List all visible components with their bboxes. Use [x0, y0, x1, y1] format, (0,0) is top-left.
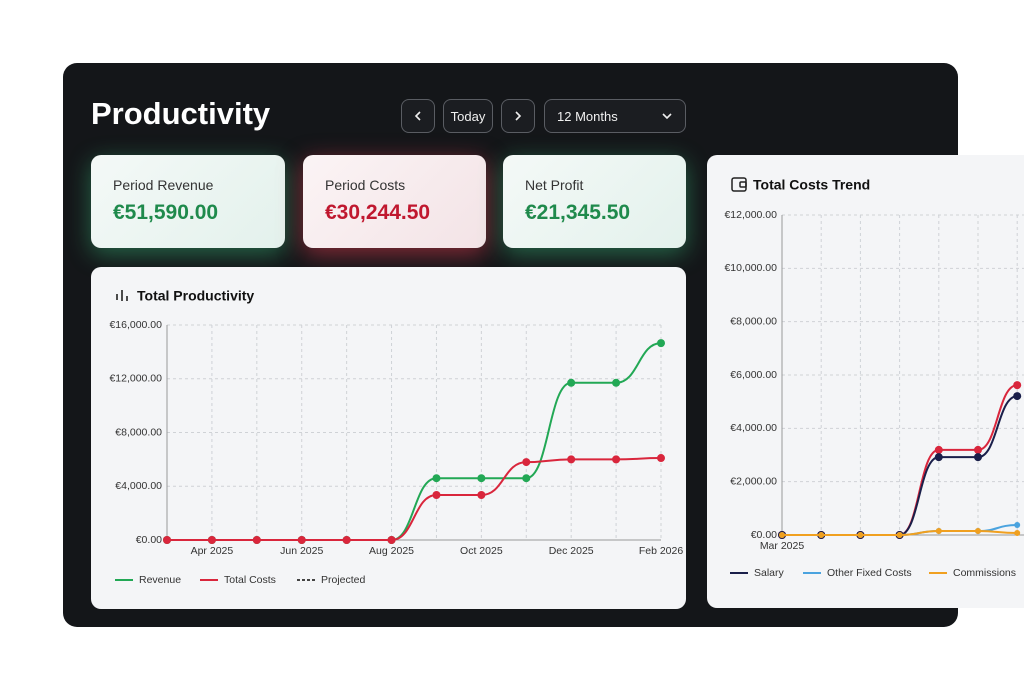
legend-label: Other Fixed Costs: [827, 567, 912, 579]
data-point: [657, 454, 665, 463]
data-point: [432, 474, 441, 483]
chevron-down: [662, 113, 672, 120]
x-tick-label: Aug 2025: [369, 545, 414, 557]
wallet-icon: [731, 177, 747, 192]
x-tick-label: Dec 2025: [549, 545, 594, 557]
legend-label: Total Costs: [224, 574, 276, 586]
data-point: [1013, 381, 1022, 390]
data-point: [387, 536, 396, 544]
data-point: [252, 536, 261, 544]
data-point: [567, 455, 576, 464]
period-select[interactable]: 12 Months: [544, 99, 686, 133]
x-tick-label: Feb 2026: [639, 545, 684, 557]
data-point: [974, 445, 982, 454]
page-title: Productivity: [91, 96, 271, 131]
legend-label: Revenue: [139, 574, 181, 586]
today-button[interactable]: Today: [443, 99, 493, 133]
kpi-card: Net Profit €21,345.50: [503, 155, 686, 248]
data-point: [477, 474, 486, 483]
data-point: [975, 528, 981, 534]
chevron-right: [515, 111, 522, 121]
data-point: [163, 536, 171, 544]
productivity-card: [91, 267, 686, 609]
legend-label: Projected: [321, 574, 366, 586]
period-label: 12 Months: [557, 108, 618, 124]
chart-title: Total Productivity: [137, 288, 254, 304]
legend-label: Salary: [754, 567, 785, 579]
data-point: [657, 339, 665, 348]
chart-title: Total Costs Trend: [753, 177, 870, 193]
data-point: [857, 532, 864, 538]
x-tick-label: Oct 2025: [460, 545, 503, 557]
data-point: [567, 378, 576, 387]
y-tick-label: €4,000.00: [730, 422, 777, 434]
kpi-value: €51,590.00: [113, 201, 219, 224]
data-point: [896, 532, 903, 538]
y-tick-label: €12,000.00: [724, 209, 777, 221]
data-point: [207, 536, 216, 544]
y-tick-label: €8,000.00: [730, 315, 777, 327]
y-tick-label: €12,000.00: [109, 373, 162, 385]
data-point: [818, 532, 825, 538]
data-point: [934, 445, 943, 454]
data-point: [612, 455, 621, 464]
series-line: [167, 342, 662, 541]
y-tick-label: €16,000.00: [109, 319, 162, 331]
kpi-card: Period Costs €30,244.50: [303, 155, 486, 248]
y-tick-label: €10,000.00: [724, 262, 777, 274]
y-tick-label: €0.00: [751, 529, 777, 541]
next-button[interactable]: [501, 99, 535, 133]
kpi-value: €21,345.50: [525, 201, 631, 224]
kpi-card: Period Revenue €51,590.00: [91, 155, 285, 248]
data-point: [779, 532, 785, 538]
chevron-left: [414, 111, 421, 121]
x-tick-label: Jun 2025: [280, 545, 323, 557]
series-line: [167, 457, 662, 541]
y-tick-label: €6,000.00: [730, 369, 777, 381]
data-point: [297, 536, 306, 544]
costs-card: [707, 155, 1024, 608]
data-point: [934, 453, 943, 462]
prev-button[interactable]: [401, 99, 435, 133]
data-point: [342, 536, 351, 544]
y-tick-label: €4,000.00: [115, 480, 162, 492]
data-point: [522, 458, 531, 467]
kpi-label: Period Revenue: [113, 177, 214, 193]
y-tick-label: €8,000.00: [115, 426, 162, 438]
y-tick-label: €0.00: [136, 534, 162, 546]
kpi-value: €30,244.50: [325, 201, 431, 224]
kpi-label: Period Costs: [325, 177, 406, 193]
y-tick-label: €2,000.00: [730, 475, 777, 487]
x-tick-label: Apr 2025: [191, 545, 234, 557]
data-point: [1014, 530, 1021, 536]
bar-icon: [116, 290, 128, 301]
series-line: [782, 395, 1018, 536]
data-point: [612, 378, 621, 387]
legend-label: Commissions: [953, 567, 1016, 579]
data-point: [935, 528, 942, 534]
kpi-label: Net Profit: [525, 177, 584, 193]
data-point: [974, 453, 982, 462]
data-point: [1014, 522, 1021, 528]
x-tick-label: Mar 2025: [760, 540, 805, 552]
data-point: [1013, 392, 1022, 401]
data-point: [432, 490, 441, 499]
data-point: [477, 490, 486, 499]
data-point: [522, 474, 531, 483]
chart: Total Productivity €0.00 €4,000.00 €8,000.0…: [109, 288, 683, 586]
chart: Total Costs Trend €0.00 €2,000.00 €4,000.00…: [724, 177, 1024, 579]
